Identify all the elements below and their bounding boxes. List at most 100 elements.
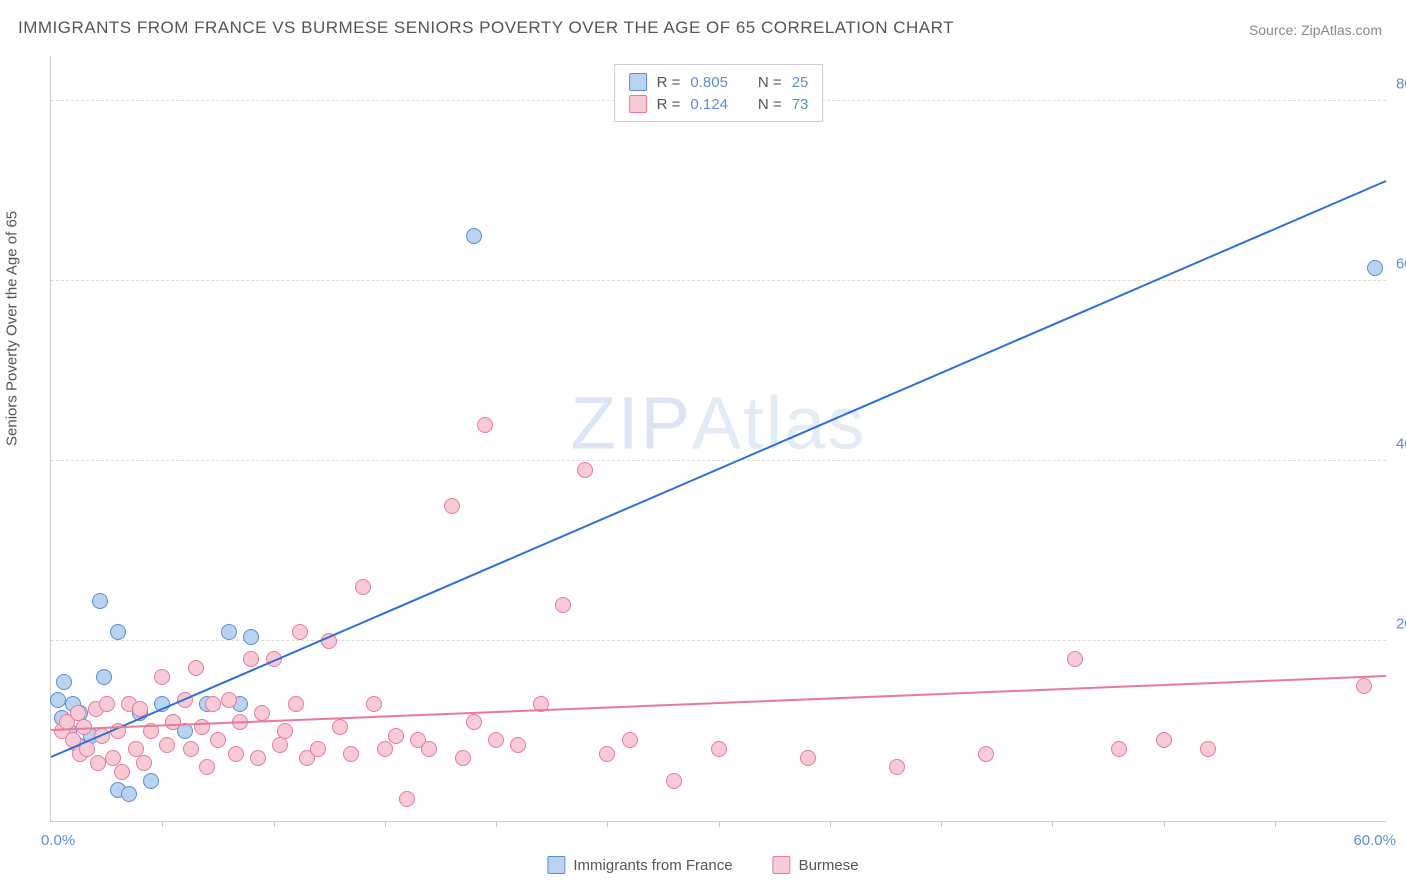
source-value: ZipAtlas.com [1301,22,1382,38]
scatter-point [96,669,112,685]
legend-n-label: N = [758,96,782,113]
scatter-point [332,719,348,735]
scatter-point [92,593,108,609]
scatter-point [221,624,237,640]
scatter-point [444,498,460,514]
scatter-point [1356,678,1372,694]
scatter-point [377,741,393,757]
x-tick [607,821,608,827]
x-tick [941,821,942,827]
scatter-point [205,696,221,712]
trend-line [51,675,1386,731]
scatter-point [889,759,905,775]
scatter-point [343,746,359,762]
scatter-point [143,773,159,789]
scatter-point [366,696,382,712]
scatter-point [277,723,293,739]
scatter-point [90,755,106,771]
chart-title: IMMIGRANTS FROM FRANCE VS BURMESE SENIOR… [18,18,954,38]
x-tick [1052,821,1053,827]
scatter-point [388,728,404,744]
scatter-point [399,791,415,807]
scatter-point [599,746,615,762]
scatter-point [477,417,493,433]
scatter-point [188,660,204,676]
watermark-part-b: Atlas [692,382,867,465]
scatter-point [165,714,181,730]
legend-r-label: R = [657,74,681,91]
legend-r-value: 0.124 [690,96,728,113]
legend-r-label: R = [657,96,681,113]
trend-line [51,180,1387,758]
scatter-point [292,624,308,640]
legend-swatch-icon [547,856,565,874]
legend-r-value: 0.805 [690,74,728,91]
x-tick [830,821,831,827]
scatter-point [455,750,471,766]
x-tick [162,821,163,827]
x-tick [496,821,497,827]
legend-row-series-1: R = 0.124 N = 73 [629,93,809,115]
legend-swatch-icon [629,95,647,113]
gridline-h [51,460,1386,461]
scatter-point [121,786,137,802]
legend-series: Immigrants from France Burmese [547,856,858,874]
scatter-point [56,674,72,690]
y-tick-label: 80.0% [1390,76,1406,93]
scatter-point [136,755,152,771]
scatter-point [355,579,371,595]
scatter-point [159,737,175,753]
scatter-point [183,741,199,757]
x-tick [719,821,720,827]
scatter-point [194,719,210,735]
scatter-point [254,705,270,721]
scatter-point [1200,741,1216,757]
legend-n-label: N = [758,74,782,91]
scatter-point [622,732,638,748]
scatter-point [1367,260,1383,276]
y-tick-label: 60.0% [1390,256,1406,273]
x-axis-max-label: 60.0% [1353,832,1396,849]
scatter-point [310,741,326,757]
source-attribution: Source: ZipAtlas.com [1249,22,1382,38]
scatter-point [99,696,115,712]
scatter-point [288,696,304,712]
legend-correlation: R = 0.805 N = 25 R = 0.124 N = 73 [614,64,824,122]
scatter-point [666,773,682,789]
x-tick [1164,821,1165,827]
scatter-point [199,759,215,775]
scatter-point [50,692,66,708]
scatter-point [978,746,994,762]
legend-swatch-icon [629,73,647,91]
scatter-point [1067,651,1083,667]
x-tick [1275,821,1276,827]
legend-n-value: 73 [792,96,809,113]
scatter-point [555,597,571,613]
scatter-point [466,228,482,244]
legend-row-series-0: R = 0.805 N = 25 [629,71,809,93]
scatter-point [210,732,226,748]
legend-series-label: Immigrants from France [573,857,732,874]
scatter-point [250,750,266,766]
source-label: Source: [1249,22,1301,38]
watermark-part-a: ZIP [571,382,692,465]
legend-swatch-icon [773,856,791,874]
scatter-point [466,714,482,730]
scatter-point [800,750,816,766]
scatter-point [510,737,526,753]
scatter-point [577,462,593,478]
scatter-point [243,629,259,645]
x-axis-origin-label: 0.0% [41,832,75,849]
x-tick [385,821,386,827]
legend-n-value: 25 [792,74,809,91]
scatter-point [243,651,259,667]
plot-area: ZIPAtlas R = 0.805 N = 25 R = 0.124 N = … [50,56,1386,822]
scatter-point [221,692,237,708]
scatter-point [1156,732,1172,748]
scatter-point [114,764,130,780]
scatter-point [1111,741,1127,757]
scatter-point [110,624,126,640]
scatter-point [228,746,244,762]
legend-item-series-1: Burmese [773,856,859,874]
legend-item-series-0: Immigrants from France [547,856,732,874]
